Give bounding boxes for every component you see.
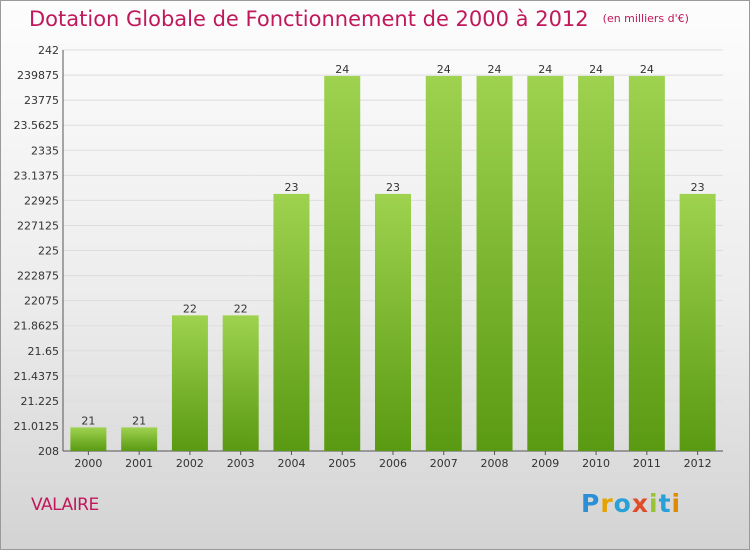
x-tick-label: 2010 <box>582 457 610 470</box>
y-tick-label: 21.4375 <box>14 370 60 383</box>
proxiti-logo: Proxiti <box>581 489 681 518</box>
data-label: 24 <box>488 63 502 76</box>
bar-2001 <box>121 427 158 451</box>
x-tick-label: 2004 <box>277 457 305 470</box>
bar-2000 <box>70 427 107 451</box>
bar-2008 <box>476 75 513 452</box>
title-unit: (en milliers d'€) <box>602 12 689 25</box>
logo-letter: x <box>631 489 649 518</box>
logo-letter: o <box>613 489 632 518</box>
data-label: 22 <box>183 302 197 315</box>
logo-letter: i <box>649 489 659 518</box>
y-tick-label: 21.65 <box>28 345 60 358</box>
data-label: 21 <box>132 414 146 427</box>
bar-2005 <box>324 75 361 452</box>
bar-2011 <box>628 75 665 452</box>
logo-letter: i <box>671 489 682 518</box>
bar-2003 <box>222 315 259 451</box>
y-tick-label: 208 <box>38 445 59 458</box>
data-label: 24 <box>589 63 603 76</box>
chart-title: Dotation Globale de Fonctionnement de 20… <box>29 7 689 31</box>
y-tick-label: 23.5625 <box>14 119 60 132</box>
data-label: 23 <box>691 181 705 194</box>
logo-letter: r <box>600 489 614 518</box>
y-tick-label: 22925 <box>24 194 59 207</box>
y-tick-label: 239875 <box>17 69 59 82</box>
x-tick-label: 2000 <box>74 457 102 470</box>
bar-2012 <box>679 193 716 451</box>
data-label: 23 <box>386 181 400 194</box>
x-tick-label: 2006 <box>379 457 407 470</box>
x-tick-label: 2011 <box>633 457 661 470</box>
y-tick-label: 227125 <box>17 219 59 232</box>
y-tick-label: 23.1375 <box>14 169 60 182</box>
y-tick-label: 225 <box>38 245 59 258</box>
y-tick-label: 2335 <box>31 144 59 157</box>
x-tick-label: 2002 <box>176 457 204 470</box>
data-label: 24 <box>437 63 451 76</box>
y-tick-label: 242 <box>38 44 59 57</box>
data-label: 21 <box>81 414 95 427</box>
y-tick-label: 22075 <box>24 295 59 308</box>
logo-letter: P <box>581 489 601 518</box>
y-tick-label: 21.8625 <box>14 320 60 333</box>
x-tick-label: 2007 <box>430 457 458 470</box>
y-tick-label: 23775 <box>24 94 59 107</box>
data-label: 24 <box>335 63 349 76</box>
x-tick-label: 2009 <box>531 457 559 470</box>
x-tick-label: 2005 <box>328 457 356 470</box>
y-tick-label: 21.0125 <box>14 420 60 433</box>
bar-2010 <box>578 75 615 452</box>
data-label: 24 <box>538 63 552 76</box>
x-tick-label: 2008 <box>481 457 509 470</box>
x-tick-label: 2001 <box>125 457 153 470</box>
data-label: 22 <box>234 302 248 315</box>
commune-name: VALAIRE <box>31 495 99 515</box>
bar-2002 <box>171 315 208 451</box>
title-text: Dotation Globale de Fonctionnement de 20… <box>29 7 589 31</box>
logo-letter: t <box>658 489 672 518</box>
bar-2007 <box>425 75 462 452</box>
x-tick-label: 2003 <box>227 457 255 470</box>
bar-2009 <box>527 75 564 452</box>
y-tick-label: 222875 <box>17 270 59 283</box>
data-label: 24 <box>640 63 654 76</box>
bar-2006 <box>375 193 411 451</box>
data-label: 23 <box>284 181 298 194</box>
y-tick-label: 21.225 <box>21 395 60 408</box>
bar-2004 <box>273 193 310 451</box>
x-tick-label: 2012 <box>684 457 712 470</box>
